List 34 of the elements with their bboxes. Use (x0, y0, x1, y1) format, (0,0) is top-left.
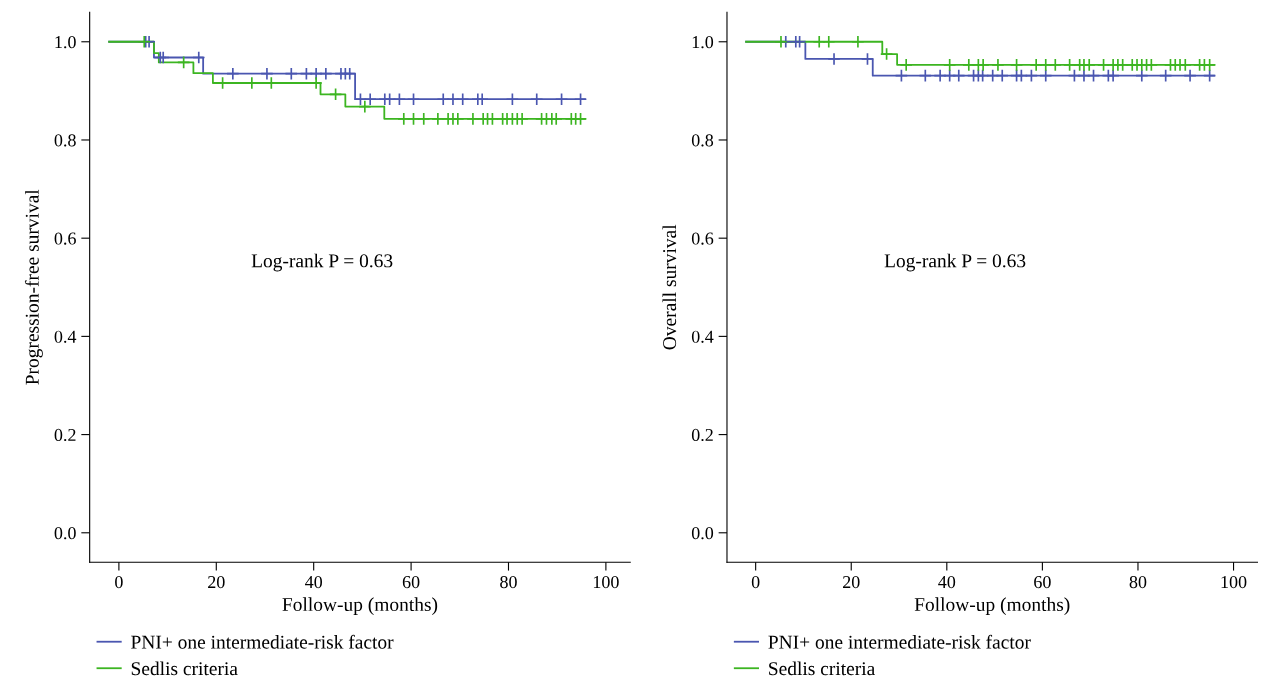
x-tick-label: 80 (1129, 575, 1147, 589)
annotation: Log-rank P = 0.63 (251, 253, 393, 272)
x-axis-title: Follow-up (months) (914, 597, 1070, 616)
x-tick-label: 0 (115, 575, 123, 589)
y-tick-label: 1.0 (55, 36, 76, 49)
y-tick-label: 1.0 (692, 36, 714, 49)
x-tick-label: 40 (305, 575, 323, 589)
y-tick-label: 0.2 (691, 428, 713, 442)
y-tick-label: 0.2 (54, 428, 76, 442)
legend-label: PNI+ one intermediate-risk factor (768, 634, 1031, 649)
x-tick-label: 60 (1034, 575, 1051, 589)
x-tick-label: 0 (751, 575, 760, 589)
x-axis-title: Follow-up (months) (282, 597, 438, 616)
x-tick-label: 20 (843, 575, 860, 589)
y-tick-label: 0.4 (691, 330, 714, 343)
y-tick-label: 0.6 (54, 232, 76, 245)
y-tick-label: 0.8 (691, 134, 714, 147)
x-tick-label: 40 (938, 575, 956, 589)
annotation: Log-rank P = 0.63 (884, 253, 1026, 272)
y-axis-title: Overall survival (662, 224, 677, 350)
y-tick-label: 0.0 (691, 527, 714, 540)
y-tick-label: 0.0 (54, 527, 76, 540)
x-tick-label: 80 (500, 575, 517, 589)
x-tick-label: 20 (208, 575, 225, 589)
y-axis-title: Progression-free survival (24, 189, 43, 385)
y-tick-label: 0.6 (691, 232, 714, 245)
legend-label: PNI+ one intermediate-risk factor (131, 634, 394, 649)
x-tick-label: 100 (1221, 575, 1247, 589)
x-tick-label: 60 (402, 575, 420, 589)
y-tick-label: 0.4 (54, 330, 77, 343)
legend-label: Sedlis criteria (769, 661, 875, 676)
x-tick-label: 100 (593, 575, 619, 589)
y-tick-label: 0.8 (54, 134, 76, 147)
legend-label: Sedlis criteria (131, 661, 238, 676)
